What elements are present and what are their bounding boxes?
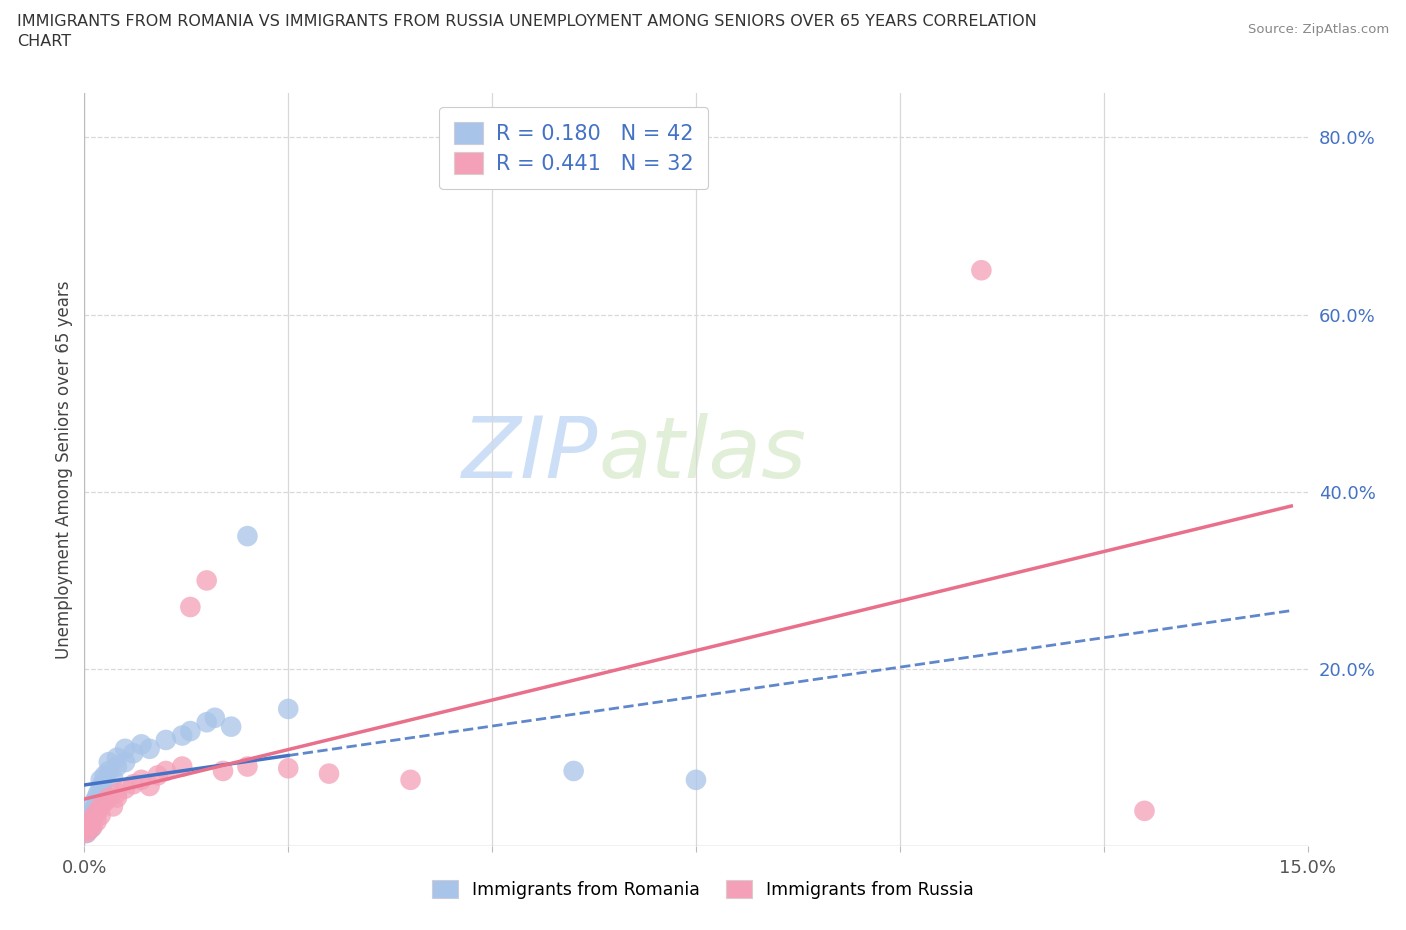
Point — [90, 781, 112, 796]
Y-axis label: Unemployment Among Seniors over 65 years: Unemployment Among Seniors over 65 years — [55, 281, 73, 658]
Point — [138, 741, 160, 756]
Point — [155, 764, 177, 778]
Text: ZIP: ZIP — [461, 413, 598, 496]
Point — [83, 794, 105, 809]
Point — [97, 790, 120, 805]
Point — [97, 764, 120, 778]
Point — [90, 799, 112, 814]
Point — [195, 573, 218, 588]
Point — [86, 814, 108, 829]
Legend: R = 0.180   N = 42, R = 0.441   N = 32: R = 0.180 N = 42, R = 0.441 N = 32 — [440, 107, 707, 189]
Point — [562, 764, 585, 778]
Point — [179, 600, 201, 615]
Point — [82, 812, 104, 827]
Point — [1133, 804, 1156, 818]
Point — [195, 715, 218, 730]
Point — [204, 711, 226, 725]
Point — [86, 802, 108, 817]
Point — [75, 826, 97, 841]
Point — [970, 263, 993, 278]
Point — [76, 826, 98, 841]
Point — [219, 719, 242, 734]
Point — [172, 728, 194, 743]
Point — [97, 754, 120, 769]
Text: atlas: atlas — [598, 413, 806, 496]
Point — [212, 764, 235, 778]
Point — [172, 759, 194, 774]
Point — [277, 701, 299, 716]
Point — [84, 799, 107, 814]
Point — [91, 777, 114, 791]
Point — [82, 819, 104, 834]
Text: CHART: CHART — [17, 34, 70, 49]
Point — [76, 817, 98, 831]
Point — [131, 737, 153, 751]
Point — [77, 812, 100, 827]
Point — [105, 751, 128, 765]
Point — [76, 821, 98, 836]
Point — [685, 773, 707, 788]
Point — [105, 759, 128, 774]
Point — [122, 777, 145, 791]
Point — [101, 770, 124, 785]
Point — [80, 808, 103, 823]
Text: IMMIGRANTS FROM ROMANIA VS IMMIGRANTS FROM RUSSIA UNEMPLOYMENT AMONG SENIORS OVE: IMMIGRANTS FROM ROMANIA VS IMMIGRANTS FR… — [17, 14, 1036, 29]
Point — [122, 746, 145, 761]
Point — [105, 790, 128, 805]
Point — [105, 786, 128, 801]
Point — [87, 786, 110, 801]
Text: Source: ZipAtlas.com: Source: ZipAtlas.com — [1249, 23, 1389, 36]
Point — [82, 804, 104, 818]
Point — [146, 768, 169, 783]
Point — [80, 821, 103, 836]
Point — [179, 724, 201, 738]
Point — [77, 823, 100, 838]
Point — [93, 794, 115, 809]
Point — [236, 759, 259, 774]
Point — [79, 817, 101, 831]
Point — [83, 808, 105, 823]
Point — [138, 778, 160, 793]
Point — [87, 796, 110, 811]
Point — [101, 799, 124, 814]
Point — [79, 817, 101, 831]
Point — [75, 821, 97, 836]
Point — [236, 528, 259, 543]
Legend: Immigrants from Romania, Immigrants from Russia: Immigrants from Romania, Immigrants from… — [423, 871, 983, 908]
Point — [87, 804, 110, 818]
Point — [82, 812, 104, 827]
Point — [86, 790, 108, 805]
Point — [131, 773, 153, 788]
Point — [114, 781, 136, 796]
Point — [114, 754, 136, 769]
Point — [399, 773, 422, 788]
Point — [318, 766, 340, 781]
Point — [155, 733, 177, 748]
Point — [90, 808, 112, 823]
Point — [77, 823, 100, 838]
Point — [90, 773, 112, 788]
Point — [277, 761, 299, 776]
Point — [114, 741, 136, 756]
Point — [84, 805, 107, 820]
Point — [93, 768, 115, 783]
Point — [80, 814, 103, 829]
